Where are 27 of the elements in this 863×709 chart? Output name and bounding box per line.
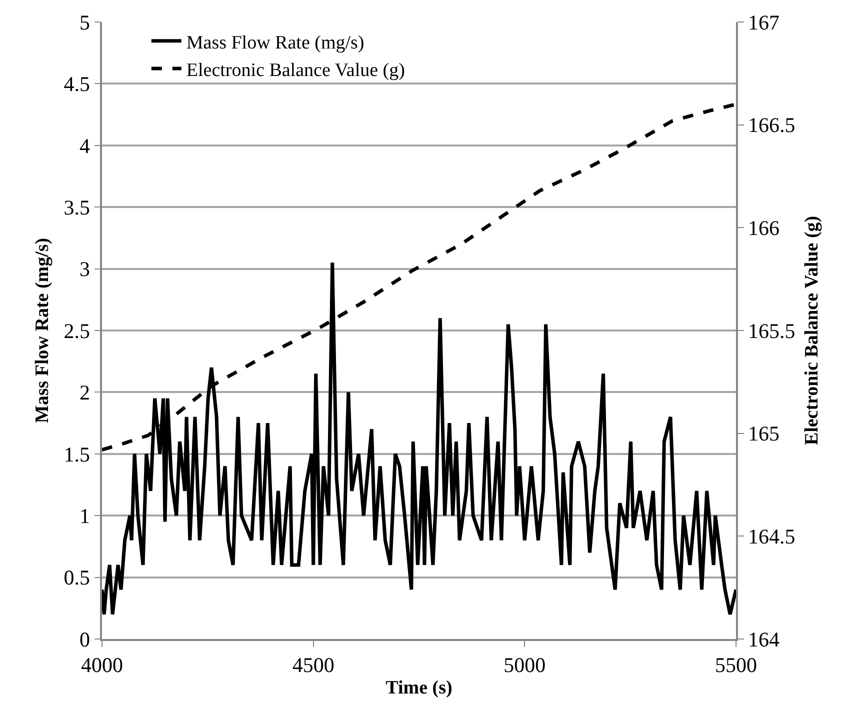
- x-axis-title: Time (s): [386, 677, 452, 698]
- legend-label: Mass Flow Rate (mg/s): [186, 32, 364, 54]
- legend-label: Electronic Balance Value (g): [186, 60, 405, 81]
- y-tick-label: 5: [80, 10, 90, 34]
- x-tick-label: 5000: [504, 652, 546, 677]
- y-tick-label: 2.5: [64, 318, 90, 343]
- y-tick-label: 3: [80, 257, 90, 282]
- x-tick-label: 4500: [292, 652, 334, 677]
- x-tick-label: 5500: [715, 652, 757, 677]
- y2-tick-label: 164.5: [748, 524, 796, 549]
- y-tick-label: 2: [80, 380, 90, 405]
- y2-tick-label: 167: [748, 10, 780, 34]
- y-tick-label: 4: [80, 134, 91, 158]
- x-tick-label: 4000: [81, 652, 123, 677]
- y-tick-label: 3.5: [64, 195, 90, 220]
- y2-tick-label: 166.5: [748, 113, 796, 138]
- y-tick-label: 1: [80, 504, 90, 528]
- y-tick-label: 1.5: [64, 442, 90, 466]
- y-tick-label: 4.5: [64, 72, 90, 96]
- y2-tick-label: 165.5: [748, 318, 796, 343]
- y2-tick-label: 165: [748, 422, 780, 446]
- y2-axis-title: Electronic Balance Value (g): [802, 216, 822, 446]
- y-tick-label: 0: [80, 627, 90, 652]
- y-axis-title: Mass Flow Rate (mg/s): [32, 238, 54, 424]
- y2-tick-label: 166: [748, 216, 780, 240]
- y2-tick-label: 164: [748, 627, 780, 652]
- y-tick-label: 0.5: [64, 566, 90, 590]
